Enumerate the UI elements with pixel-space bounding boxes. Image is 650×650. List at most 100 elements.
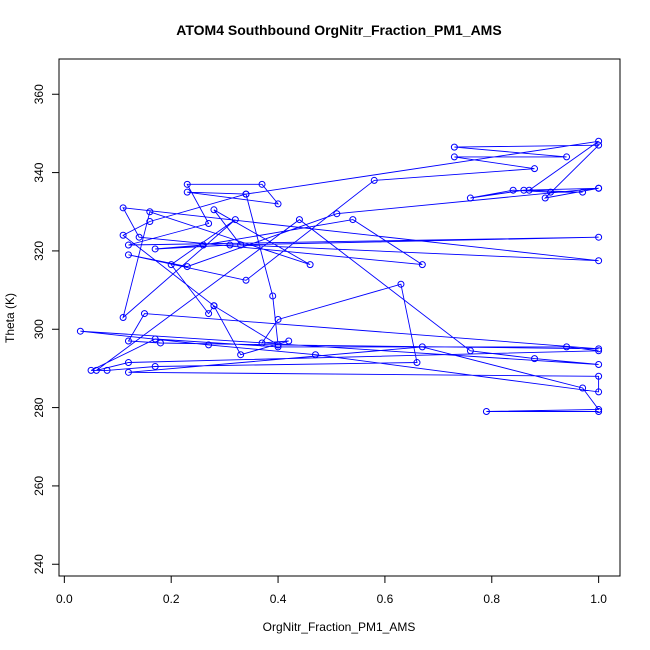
data-point (258, 180, 266, 188)
data-point (595, 372, 603, 380)
data-point (274, 315, 282, 323)
data-point (295, 216, 303, 224)
data-point (509, 186, 517, 194)
y-tick-label: 280 (32, 397, 46, 417)
data-point (579, 188, 587, 196)
data-point (520, 186, 528, 194)
data-point (595, 361, 603, 368)
x-tick-label: 0.8 (483, 592, 500, 606)
data-point (124, 368, 132, 376)
data-point (146, 218, 154, 226)
data-point (595, 388, 603, 396)
data-point (450, 143, 458, 151)
data-point (237, 241, 245, 249)
data-point (87, 366, 95, 374)
data-point (563, 343, 571, 351)
data-point (370, 176, 378, 184)
data-point (418, 343, 426, 351)
data-point (274, 343, 282, 351)
data-point (205, 310, 213, 318)
data-point (595, 345, 603, 353)
data-point (119, 231, 127, 239)
data-point (531, 355, 539, 363)
data-point (242, 190, 250, 198)
y-tick-label: 240 (32, 554, 46, 574)
data-point (333, 210, 341, 218)
data-point (167, 261, 175, 269)
data-point (595, 347, 603, 355)
data-point (237, 351, 245, 359)
data-point (525, 186, 533, 194)
data-point (541, 194, 549, 202)
chart-title: ATOM4 Southbound OrgNitr_Fraction_PM1_AM… (176, 22, 501, 38)
data-point (563, 153, 571, 161)
data-point (199, 241, 207, 249)
data-point (579, 384, 587, 392)
y-axis-label: Theta (K) (3, 293, 17, 343)
data-point (92, 366, 100, 374)
data-point (595, 408, 603, 415)
data-point (482, 408, 490, 415)
data-point (103, 366, 111, 374)
data-point (183, 180, 191, 188)
data-point (269, 292, 277, 300)
y-tick-label: 320 (32, 241, 46, 261)
data-point (151, 245, 159, 253)
data-point (531, 165, 539, 173)
data-point (285, 337, 293, 345)
data-point (119, 314, 127, 321)
x-axis-label: OrgNitr_Fraction_PM1_AMS (263, 620, 416, 634)
data-point (124, 359, 132, 367)
data-point (349, 216, 357, 224)
series-line (80, 140, 600, 412)
data-point (466, 347, 474, 355)
data-point (311, 351, 319, 359)
data-point (466, 194, 474, 202)
data-point (76, 327, 84, 335)
x-tick-label: 0.6 (377, 592, 394, 606)
data-point (183, 263, 191, 271)
y-tick-label: 360 (32, 84, 46, 104)
data-point (124, 251, 132, 259)
y-tick-label: 260 (32, 476, 46, 496)
data-point (274, 341, 282, 349)
x-tick-label: 0.0 (56, 592, 73, 606)
y-tick-label: 300 (32, 319, 46, 339)
data-point (210, 302, 218, 310)
data-point (595, 141, 603, 149)
data-point (595, 184, 603, 192)
data-point (183, 188, 191, 196)
data-point (413, 359, 421, 367)
data-point (124, 337, 132, 345)
data-point (450, 153, 458, 161)
x-axis: 0.0 0.2 0.4 0.6 0.8 1.0 (56, 575, 607, 606)
data-point (231, 216, 239, 224)
data-point (157, 339, 165, 347)
y-tick-label: 340 (32, 162, 46, 182)
data-point (210, 206, 218, 214)
data-point (595, 137, 603, 145)
data-point (418, 261, 426, 269)
series-group (76, 137, 603, 415)
data-point (140, 310, 148, 318)
data-point (595, 233, 603, 241)
data-point (226, 241, 234, 249)
data-point (274, 200, 282, 208)
data-point (124, 241, 132, 249)
data-point (397, 280, 405, 288)
x-tick-label: 0.4 (270, 592, 287, 606)
y-axis: 240 260 280 300 320 340 360 (32, 84, 60, 574)
data-point (151, 335, 159, 343)
data-point (547, 188, 555, 196)
data-point (306, 261, 314, 269)
data-point (119, 204, 127, 212)
data-point (205, 220, 213, 227)
data-point (146, 208, 154, 216)
data-point (595, 406, 603, 414)
data-point (258, 339, 266, 347)
plot-frame (58, 58, 621, 577)
data-point (205, 341, 213, 349)
data-point (595, 257, 603, 265)
x-tick-label: 0.2 (163, 592, 180, 606)
